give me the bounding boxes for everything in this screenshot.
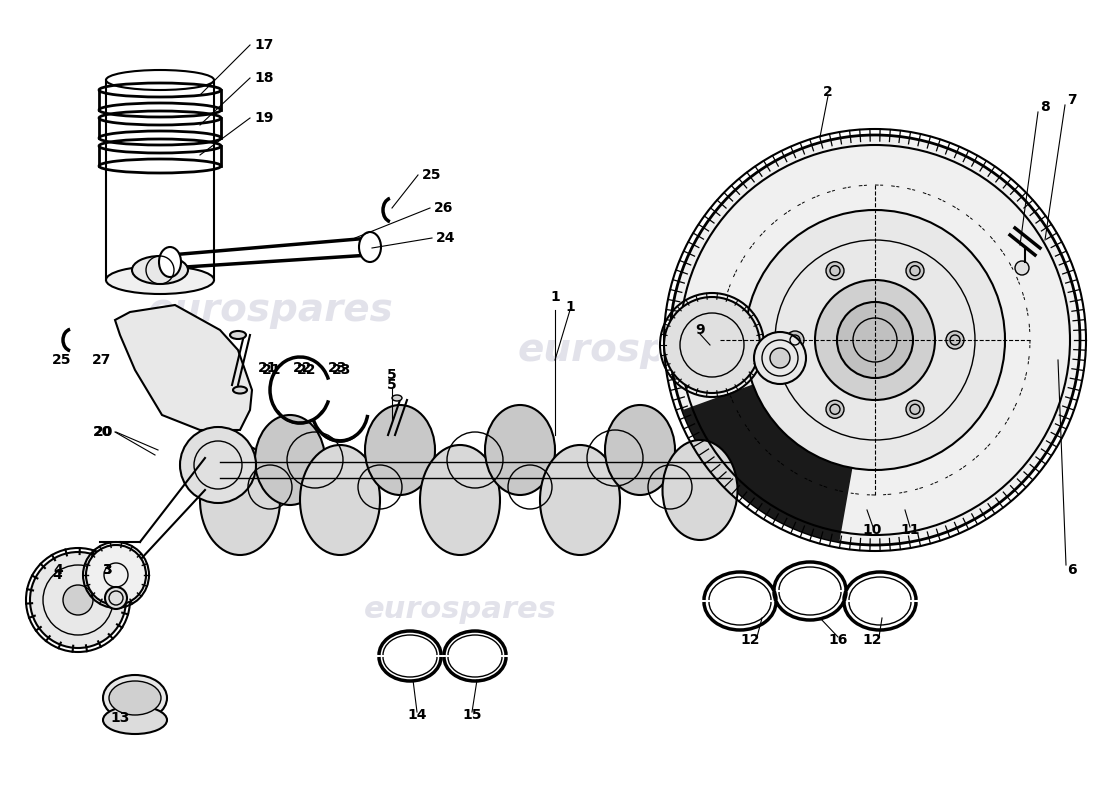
- Text: 21: 21: [262, 363, 282, 377]
- Circle shape: [946, 331, 964, 349]
- Ellipse shape: [300, 445, 379, 555]
- Text: 21: 21: [258, 361, 277, 375]
- Text: 23: 23: [332, 363, 352, 377]
- Ellipse shape: [104, 587, 126, 609]
- Text: eurospares: eurospares: [364, 595, 557, 625]
- Text: 11: 11: [900, 523, 920, 537]
- Circle shape: [786, 331, 804, 349]
- Circle shape: [906, 262, 924, 280]
- Text: 14: 14: [407, 708, 427, 722]
- Ellipse shape: [392, 395, 402, 401]
- Ellipse shape: [233, 386, 248, 394]
- Circle shape: [815, 280, 935, 400]
- Text: 4: 4: [53, 563, 63, 577]
- Text: 19: 19: [254, 111, 274, 125]
- Circle shape: [745, 210, 1005, 470]
- Ellipse shape: [359, 232, 381, 262]
- Circle shape: [1015, 261, 1028, 275]
- Ellipse shape: [365, 405, 435, 495]
- Circle shape: [180, 427, 256, 503]
- Text: 22: 22: [294, 361, 312, 375]
- Text: eurospares: eurospares: [147, 291, 393, 329]
- Text: 9: 9: [695, 323, 705, 337]
- Ellipse shape: [106, 70, 214, 90]
- Ellipse shape: [485, 405, 556, 495]
- Circle shape: [658, 123, 1092, 557]
- Text: 1: 1: [550, 290, 560, 304]
- Text: 26: 26: [434, 201, 453, 215]
- Text: 5: 5: [387, 368, 397, 382]
- Text: 4: 4: [52, 568, 62, 582]
- Ellipse shape: [109, 681, 161, 715]
- Text: 7: 7: [1067, 93, 1077, 107]
- Ellipse shape: [200, 445, 280, 555]
- Text: 16: 16: [828, 633, 848, 647]
- Ellipse shape: [106, 266, 214, 294]
- Circle shape: [770, 348, 790, 368]
- Ellipse shape: [662, 440, 737, 540]
- Ellipse shape: [605, 405, 675, 495]
- Circle shape: [826, 400, 844, 418]
- Text: 13: 13: [110, 711, 130, 725]
- Circle shape: [670, 135, 1080, 545]
- Polygon shape: [682, 340, 874, 542]
- Circle shape: [86, 545, 146, 605]
- Text: 3: 3: [102, 563, 112, 577]
- Text: 27: 27: [92, 353, 112, 367]
- Text: 25: 25: [422, 168, 441, 182]
- Ellipse shape: [132, 256, 188, 284]
- Text: 17: 17: [254, 38, 274, 52]
- Circle shape: [754, 332, 806, 384]
- Ellipse shape: [103, 706, 167, 734]
- Circle shape: [837, 302, 913, 378]
- Text: 8: 8: [1041, 100, 1049, 114]
- Text: 24: 24: [436, 231, 455, 245]
- Ellipse shape: [103, 675, 167, 721]
- Circle shape: [826, 262, 844, 280]
- Text: 15: 15: [462, 708, 482, 722]
- Text: 10: 10: [862, 523, 882, 537]
- Ellipse shape: [540, 445, 620, 555]
- Circle shape: [63, 585, 94, 615]
- Polygon shape: [116, 305, 252, 430]
- Ellipse shape: [420, 445, 500, 555]
- Text: 22: 22: [297, 363, 317, 377]
- Text: 1: 1: [565, 300, 575, 314]
- Circle shape: [906, 400, 924, 418]
- Ellipse shape: [230, 331, 246, 339]
- Circle shape: [664, 297, 760, 393]
- Text: 12: 12: [740, 633, 760, 647]
- Text: 6: 6: [1067, 563, 1077, 577]
- Circle shape: [30, 552, 127, 648]
- Text: eurospares: eurospares: [517, 331, 763, 369]
- Text: 23: 23: [328, 361, 348, 375]
- Text: 20: 20: [92, 425, 112, 439]
- Text: 18: 18: [254, 71, 274, 85]
- Text: 2: 2: [823, 85, 833, 99]
- Ellipse shape: [255, 415, 324, 505]
- Ellipse shape: [160, 247, 182, 277]
- Text: 20: 20: [94, 425, 113, 439]
- Text: 12: 12: [862, 633, 882, 647]
- Text: 5: 5: [387, 378, 397, 392]
- Text: 3: 3: [102, 563, 112, 577]
- Text: 25: 25: [53, 353, 72, 367]
